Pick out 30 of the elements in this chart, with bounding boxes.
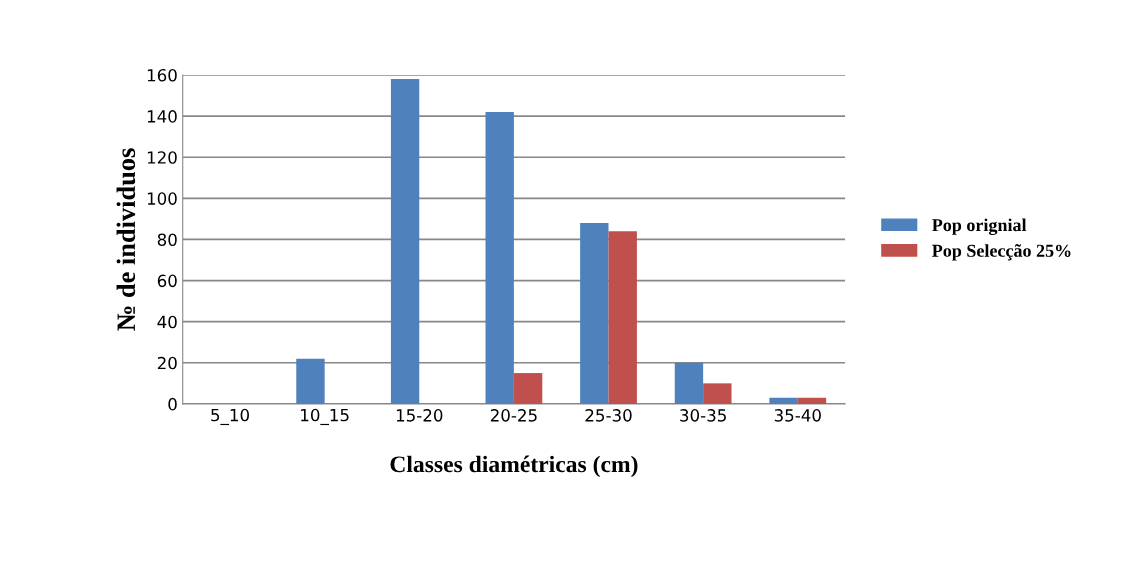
x-tick-label: 15-20: [396, 409, 443, 422]
bar: [580, 223, 609, 404]
bar: [390, 79, 420, 404]
bar: [797, 397, 827, 404]
y-tick-label: 120: [147, 151, 177, 164]
bar: [674, 362, 704, 404]
bar: [769, 397, 798, 404]
x-axis-title: Classes diamétricas (cm): [390, 455, 638, 478]
y-tick-label: 20: [157, 356, 177, 370]
bar: [513, 373, 543, 404]
bar: [608, 231, 637, 404]
y-axis-title: № de individuos: [116, 148, 136, 331]
bar: [485, 112, 514, 404]
y-tick-label: 100: [147, 192, 177, 205]
x-tick-label: 10_15: [301, 408, 349, 426]
x-tick-label: 35-40: [774, 409, 821, 422]
x-tick-label: 20-25: [490, 409, 537, 422]
y-tick-label: 160: [147, 68, 177, 82]
x-tick-label: 25-30: [585, 409, 632, 422]
y-tick-label: 60: [157, 274, 177, 288]
bar: [296, 358, 325, 404]
y-tick-label: 80: [157, 233, 177, 247]
y-tick-label: 40: [157, 315, 177, 329]
legend-label: Pop Selecção 25%: [932, 244, 1071, 261]
bar: [703, 383, 732, 404]
y-tick-label: 140: [147, 110, 177, 123]
x-tick-label: 30-35: [680, 409, 726, 422]
y-tick-label: 0: [168, 397, 177, 411]
legend-label: Pop orignial: [932, 218, 1027, 236]
x-tick-label: 5_10: [211, 408, 249, 426]
